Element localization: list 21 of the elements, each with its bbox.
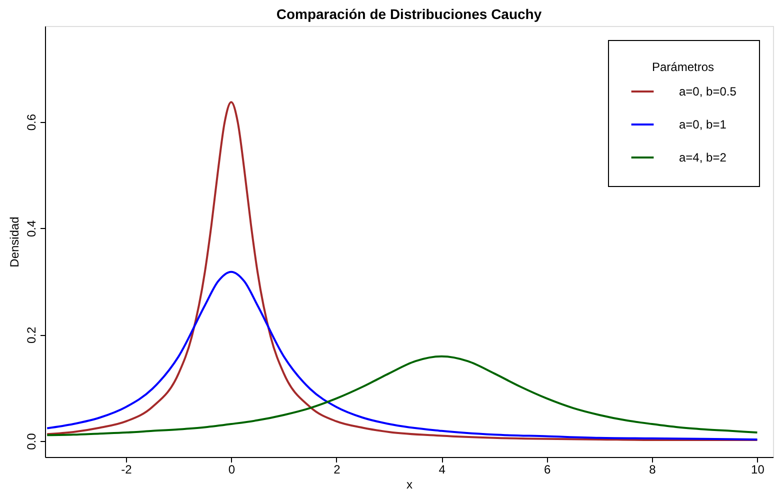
- chart-title: Comparación de Distribuciones Cauchy: [276, 6, 542, 22]
- x-tick-label: 6: [544, 462, 551, 476]
- line-series: [46, 101, 758, 441]
- legend-title: Parámetros: [652, 60, 714, 74]
- legend-label: a=4, b=2: [679, 150, 727, 164]
- x-tick-label: 2: [334, 462, 341, 476]
- x-axis-title: x: [406, 478, 412, 492]
- legend-label: a=0, b=1: [679, 118, 727, 132]
- x-tick-label: 10: [751, 462, 765, 476]
- x-tick-label: 0: [228, 462, 236, 476]
- x-tick-label: -2: [121, 462, 132, 476]
- legend-label: a=0, b=0.5: [679, 84, 737, 98]
- x-tick-label: 8: [649, 462, 656, 476]
- line-series: [46, 270, 758, 440]
- y-tick-label: 0.6: [24, 114, 38, 131]
- y-tick-label: 0.0: [24, 432, 38, 450]
- y-tick-label: 0.4: [24, 220, 38, 238]
- y-axis-title: Densidad: [8, 216, 22, 268]
- x-tick-label: 4: [438, 462, 446, 476]
- line-series: [46, 355, 758, 436]
- y-tick-label: 0.2: [24, 326, 38, 344]
